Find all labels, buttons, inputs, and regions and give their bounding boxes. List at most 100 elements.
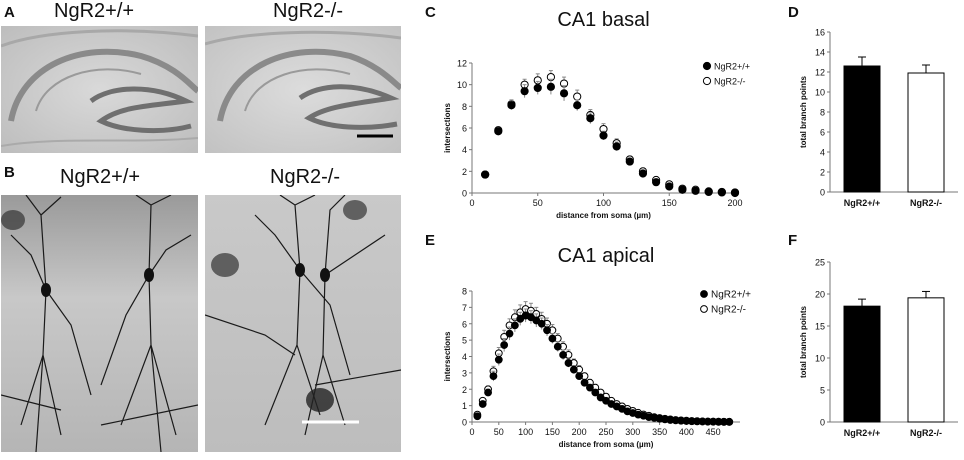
data-point	[586, 383, 594, 392]
legend-label: NgR2-/-	[711, 305, 746, 316]
panel-b-left-title: NgR2+/+	[60, 166, 141, 188]
data-point	[725, 417, 734, 426]
y-tick-label: 4	[820, 148, 825, 158]
y-tick-label: 0	[820, 418, 825, 428]
data-point	[546, 82, 556, 91]
y-tick-label: 12	[815, 68, 825, 78]
bar	[907, 72, 945, 193]
data-point	[665, 182, 674, 191]
y-tick-label: 12	[457, 59, 467, 69]
panel-letter-d: D	[788, 4, 799, 21]
x-tick-label: 0	[469, 427, 474, 437]
series-ngr2-ko	[473, 301, 734, 426]
x-category-label: NgR2+/+	[844, 198, 881, 208]
data-point	[533, 83, 542, 93]
x-tick-label: 250	[598, 427, 613, 437]
y-tick-label: 2	[820, 168, 825, 178]
legend-marker	[702, 76, 712, 86]
data-point	[591, 388, 600, 397]
panel-a-left-micrograph	[1, 26, 198, 153]
y-tick-label: 4	[462, 352, 467, 362]
bar	[843, 305, 881, 423]
data-point	[500, 341, 509, 349]
data-point	[507, 101, 516, 110]
data-point	[473, 412, 482, 421]
data-point	[559, 89, 569, 98]
y-tick-label: 8	[462, 287, 467, 297]
x-tick-label: 450	[706, 427, 721, 437]
y-tick-label: 7	[462, 303, 467, 313]
y-tick-label: 14	[815, 48, 825, 58]
data-point	[510, 321, 519, 330]
legend-marker	[702, 61, 712, 71]
data-point	[730, 188, 740, 198]
data-point	[564, 359, 573, 367]
data-point	[484, 388, 492, 397]
y-tick-label: 6	[462, 319, 467, 329]
y-axis-label: total branch points	[799, 75, 808, 148]
chart-f: 0 5 10 15 20 25 total branch points NgR2+/+ NgR2…	[790, 252, 964, 455]
data-point	[494, 127, 503, 136]
panel-letter-a: A	[4, 4, 15, 21]
panel-b-right-title: NgR2-/-	[270, 166, 341, 188]
y-tick-label: 2	[462, 167, 467, 177]
legend-label: NgR2-/-	[714, 77, 746, 87]
data-point	[691, 186, 700, 195]
y-tick-label: 3	[462, 368, 467, 378]
x-tick-label: 0	[469, 198, 474, 208]
legend-label: NgR2+/+	[711, 290, 751, 301]
series-ngr2-wt	[481, 78, 740, 198]
data-point	[478, 400, 487, 408]
x-category-label: NgR2+/+	[844, 428, 881, 438]
chart-C-title: CA1 basal	[557, 9, 649, 31]
y-tick-label: 16	[815, 28, 825, 38]
y-tick-label: 6	[820, 128, 825, 138]
data-point	[612, 142, 621, 151]
y-tick-label: 0	[462, 418, 467, 428]
data-point	[548, 334, 557, 343]
x-axis-label: distance from soma (µm)	[559, 440, 654, 449]
y-tick-label: 20	[815, 290, 825, 300]
x-tick-label: 350	[652, 427, 667, 437]
data-point	[481, 170, 490, 179]
data-point	[575, 372, 584, 381]
x-category-label: NgR2-/-	[910, 428, 942, 438]
series-ngr2-wt	[473, 308, 734, 426]
data-point	[489, 372, 498, 381]
x-axis-label: distance from soma (µm)	[556, 211, 651, 220]
data-point	[586, 114, 595, 123]
panel-letter-c: C	[425, 4, 436, 21]
y-tick-label: 10	[815, 88, 825, 98]
x-tick-label: 200	[727, 198, 742, 208]
y-tick-label: 0	[820, 188, 825, 198]
panel-letter-b: B	[4, 164, 15, 181]
y-axis-label: intersections	[443, 103, 452, 153]
y-tick-label: 8	[820, 108, 825, 118]
y-tick-label: 10	[457, 80, 467, 90]
y-tick-label: 5	[462, 336, 467, 346]
x-tick-label: 400	[679, 427, 694, 437]
y-tick-label: 4	[462, 145, 467, 155]
panel-a-left-title: NgR2+/+	[54, 0, 135, 22]
y-axis-label: total branch points	[799, 305, 808, 378]
panel-b-right-micrograph	[205, 195, 401, 452]
y-tick-label: 8	[462, 102, 467, 112]
x-tick-label: 150	[662, 198, 677, 208]
legend-label: NgR2+/+	[714, 62, 750, 72]
x-tick-label: 100	[596, 198, 611, 208]
panel-a-right-micrograph	[205, 26, 401, 153]
data-point	[580, 378, 589, 387]
bar	[843, 65, 881, 193]
y-tick-label: 6	[462, 124, 467, 134]
chart-c: CA1 basal 0 50 100 150 200 0 2 4 6 8 10 12 distance f…	[440, 0, 770, 222]
data-point	[652, 178, 661, 187]
data-point	[543, 326, 551, 335]
x-tick-label: 50	[533, 198, 543, 208]
chart-d: 0 2 4 6 8 10 12 14 16 total branch points NgR2+/+ N…	[790, 22, 964, 222]
data-point	[717, 188, 726, 197]
data-point	[559, 350, 568, 359]
y-tick-label: 0	[462, 189, 467, 199]
x-tick-label: 200	[572, 427, 587, 437]
legend-marker	[700, 305, 708, 313]
bar	[907, 297, 945, 423]
